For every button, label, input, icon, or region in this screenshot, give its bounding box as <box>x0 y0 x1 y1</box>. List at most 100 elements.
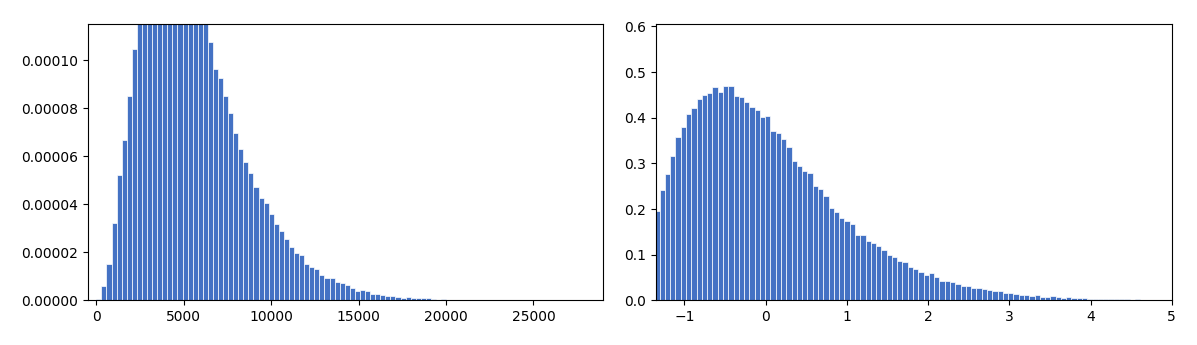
Bar <box>411 298 415 300</box>
Bar <box>865 241 870 300</box>
Bar <box>1135 299 1140 300</box>
Bar <box>288 247 294 300</box>
Bar <box>707 93 712 300</box>
Bar <box>415 298 421 300</box>
Bar <box>218 78 223 300</box>
Bar <box>263 204 268 300</box>
Bar <box>1034 295 1040 300</box>
Bar <box>988 290 992 300</box>
Bar <box>966 286 971 300</box>
Bar <box>824 196 828 300</box>
Bar <box>147 0 152 300</box>
Bar <box>649 221 655 300</box>
Bar <box>918 272 924 300</box>
Bar <box>370 294 375 300</box>
Bar <box>664 174 670 300</box>
Bar <box>913 269 918 300</box>
Bar <box>284 239 288 300</box>
Bar <box>1087 299 1093 300</box>
Bar <box>294 254 299 300</box>
Bar <box>982 289 988 300</box>
Bar <box>157 0 163 300</box>
Bar <box>644 237 649 300</box>
Bar <box>202 19 208 300</box>
Bar <box>111 223 116 300</box>
Bar <box>739 97 745 300</box>
Bar <box>950 282 955 300</box>
Bar <box>876 246 881 300</box>
Bar <box>892 257 898 300</box>
Bar <box>1056 297 1061 300</box>
Bar <box>152 0 157 300</box>
Bar <box>142 0 147 300</box>
Bar <box>723 86 728 300</box>
Bar <box>249 172 254 300</box>
Bar <box>233 133 238 300</box>
Bar <box>1023 295 1029 300</box>
Bar <box>861 235 865 300</box>
Bar <box>971 288 977 300</box>
Bar <box>834 211 839 300</box>
Bar <box>96 299 102 300</box>
Bar <box>1119 299 1124 300</box>
Bar <box>670 156 675 300</box>
Bar <box>406 297 411 300</box>
Bar <box>299 255 304 300</box>
Bar <box>797 166 802 300</box>
Bar <box>850 224 855 300</box>
Bar <box>385 296 390 300</box>
Bar <box>718 92 723 300</box>
Bar <box>655 211 660 300</box>
Bar <box>309 267 315 300</box>
Bar <box>1071 298 1077 300</box>
Bar <box>1029 296 1034 300</box>
Bar <box>749 107 754 300</box>
Bar <box>1082 298 1087 300</box>
Bar <box>238 149 243 300</box>
Bar <box>360 290 365 300</box>
Bar <box>782 139 786 300</box>
Bar <box>1104 299 1108 300</box>
Bar <box>887 255 892 300</box>
Bar <box>107 264 111 300</box>
Bar <box>208 42 213 300</box>
Bar <box>686 115 692 300</box>
Bar <box>431 299 436 300</box>
Bar <box>168 0 172 300</box>
Bar <box>754 110 760 300</box>
Bar <box>977 288 982 300</box>
Bar <box>813 186 818 300</box>
Bar <box>1124 299 1130 300</box>
Bar <box>456 299 461 300</box>
Bar <box>442 299 446 300</box>
Bar <box>929 273 934 300</box>
Bar <box>881 250 887 300</box>
Bar <box>992 291 997 300</box>
Bar <box>870 244 876 300</box>
Bar <box>259 198 263 300</box>
Bar <box>791 161 797 300</box>
Bar <box>940 281 944 300</box>
Bar <box>315 269 320 300</box>
Bar <box>898 260 903 300</box>
Bar <box>320 275 324 300</box>
Bar <box>786 147 791 300</box>
Bar <box>1067 297 1071 300</box>
Bar <box>132 49 136 300</box>
Bar <box>127 96 132 300</box>
Bar <box>745 102 749 300</box>
Bar <box>335 282 340 300</box>
Bar <box>1061 298 1067 300</box>
Bar <box>229 113 233 300</box>
Bar <box>1093 299 1098 300</box>
Bar <box>997 290 1003 300</box>
Bar <box>924 275 929 300</box>
Bar <box>193 0 198 300</box>
Bar <box>381 295 385 300</box>
Bar <box>818 189 824 300</box>
Bar <box>681 127 686 300</box>
Bar <box>345 285 350 300</box>
Bar <box>254 187 259 300</box>
Bar <box>771 131 776 300</box>
Bar <box>1050 296 1056 300</box>
